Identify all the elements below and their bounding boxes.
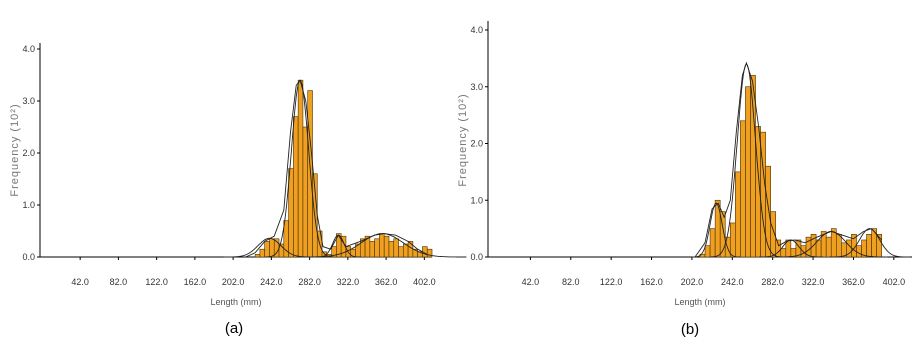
histogram-bar <box>388 241 395 258</box>
histogram-bar <box>293 116 299 258</box>
y-tick-label: 0.0 <box>470 252 483 262</box>
histogram-bar <box>709 228 716 258</box>
y-tick-label: 0.0 <box>22 252 35 262</box>
chart-panel-b: 0.0 1.0 2.0 3.0 4.0 42.0 82.0 122.0 162.0 202.0 24… <box>457 21 912 338</box>
histogram-bar <box>426 248 433 258</box>
x-tick-label: 122.0 <box>600 277 623 287</box>
x-tick-label: 122.0 <box>145 277 168 287</box>
y-tick-label: 3.0 <box>470 82 483 92</box>
histogram-bar <box>856 245 862 258</box>
y-tick-label: 2.0 <box>470 139 483 149</box>
x-tick-label: 362.0 <box>842 277 865 287</box>
histogram-bar <box>374 238 380 258</box>
histogram-bar <box>735 171 741 258</box>
x-axis-label: Length (mm) <box>674 297 725 307</box>
x-tick-label: 242.0 <box>721 277 744 287</box>
y-axis-label: Frequency (10²) <box>457 93 469 186</box>
component-curve <box>829 228 910 258</box>
y-tick-label: 3.0 <box>22 96 35 106</box>
histogram-bar <box>800 245 807 258</box>
x-tick-label: 42.0 <box>522 277 540 287</box>
histogram-bar <box>393 238 399 258</box>
x-tick-label: 162.0 <box>184 277 207 287</box>
histogram-bar <box>264 241 270 258</box>
histogram-bar <box>750 75 756 258</box>
x-tick-label: 82.0 <box>562 277 580 287</box>
x-tick-label: 402.0 <box>413 277 436 287</box>
histogram-bar <box>297 79 304 258</box>
y-tick-label: 2.0 <box>22 148 35 158</box>
histogram-bar <box>369 241 375 258</box>
histogram-bar <box>398 246 404 258</box>
x-tick-label: 282.0 <box>298 277 321 287</box>
y-tick-label: 4.0 <box>22 44 35 54</box>
histogram-bar <box>302 126 309 258</box>
histogram-bar <box>765 165 771 258</box>
x-axis-label: Length (mm) <box>210 297 261 307</box>
histogram-bar <box>729 222 736 258</box>
histogram-bar <box>780 248 787 258</box>
x-tick-label: 322.0 <box>802 277 825 287</box>
y-axis-label: Frequency (10²) <box>9 103 21 196</box>
y-tick-label: 1.0 <box>470 195 483 205</box>
histogram-bar <box>815 239 822 258</box>
x-tick-label: 42.0 <box>71 277 89 287</box>
x-tick-label: 362.0 <box>375 277 398 287</box>
x-tick-label: 202.0 <box>681 277 704 287</box>
histogram-bar <box>719 211 726 258</box>
histogram-bar <box>775 239 782 258</box>
histogram-bar <box>866 234 872 258</box>
histogram-bar <box>770 211 777 258</box>
envelope-curve <box>694 61 883 258</box>
x-tick-label: 402.0 <box>883 277 906 287</box>
panel-caption: (a) <box>225 320 243 337</box>
x-tick-label: 202.0 <box>222 277 245 287</box>
panel-caption: (b) <box>681 321 699 338</box>
histogram-bar <box>740 120 746 258</box>
x-tick-label: 242.0 <box>260 277 283 287</box>
component-curve <box>691 202 741 258</box>
histogram-bar <box>383 235 390 258</box>
histogram-bar <box>288 168 294 258</box>
histogram-bar <box>307 90 313 258</box>
y-tick-label: 1.0 <box>22 200 35 210</box>
chart-panel-a: 0.0 1.0 2.0 3.0 4.0 42.0 82.0 122.0 162.0 202.0 24… <box>9 43 467 337</box>
component-curve <box>758 239 824 258</box>
envelope-curve <box>245 79 428 258</box>
histogram-bar <box>254 254 261 258</box>
histogram-bar <box>835 234 842 258</box>
histogram-bar <box>259 248 265 258</box>
x-tick-label: 82.0 <box>110 277 128 287</box>
histogram-bar <box>745 86 751 258</box>
histogram-bar <box>704 245 711 258</box>
histogram-bar <box>269 238 275 258</box>
histogram-bar <box>379 233 385 258</box>
x-tick-label: 282.0 <box>761 277 784 287</box>
x-tick-label: 322.0 <box>337 277 360 287</box>
y-tick-label: 4.0 <box>470 25 483 35</box>
histogram-bar <box>825 236 832 258</box>
x-tick-label: 162.0 <box>640 277 663 287</box>
